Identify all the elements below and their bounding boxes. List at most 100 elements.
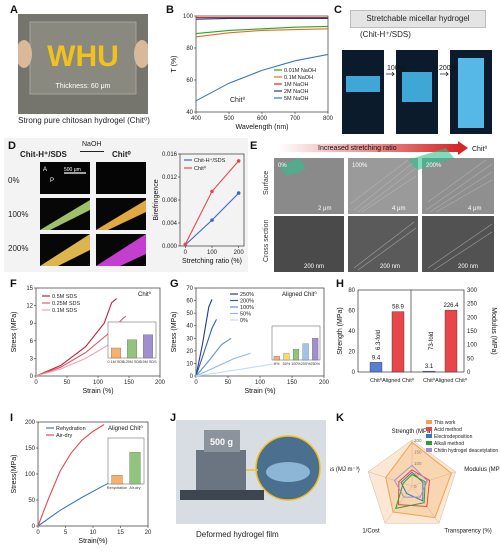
legend-entry-1: Air-dry [56,433,72,439]
radar-legend-entry-1: Acid method [434,427,462,433]
y-right-tick-label-2: 100 [467,343,478,349]
x-tick-label-4: 800 [323,116,334,122]
fold-annotation-1: 73-fold [429,332,435,350]
micellar-stretch-photos: 100% 200% [334,46,500,138]
y-tick-label-1: 3 [30,356,34,362]
chart-tag: Chit⁰ [138,291,152,298]
series-line-0 [195,25,329,35]
y-tick-label-6: 60 [186,299,193,305]
radar-legend-swatch-3 [426,441,432,445]
panel-label-c: C [334,4,342,16]
weight-label: 500 g [210,437,233,447]
x-tick-label-0: 0 [36,530,40,536]
series-line-1 [195,319,217,377]
y-tick-label-3: 0.012 [162,175,178,181]
category-label-0: Chit⁰ [370,377,383,384]
inset-bar-0 [273,356,280,361]
radar-legend-entry-4: Chitin hydrogel deacetylation [434,448,498,454]
data-point [210,218,214,222]
legend-entry-1: 0.1M NaOH [284,75,313,81]
sem-scale-bottom-2: 200 nm [458,264,478,270]
y-tick-label-0: 40 [186,110,193,116]
radar-tick-2: 100 [414,461,422,466]
modulus-value-0: 3.1 [425,364,434,370]
series-line-0 [35,298,117,377]
radar-legend-entry-0: This work [434,420,456,426]
hydrogel-photo-graphic: WHU Thickness: 60 μm [18,14,148,114]
inset-frame [271,325,321,361]
ratio-100-label: 100% [387,65,405,72]
panel-label-i: I [10,412,14,424]
y-right-tick-label-4: 200 [467,315,478,321]
y-axis-label: Stress (MPa) [171,312,178,353]
inset-bar-3 [302,343,309,361]
panel-label-j: J [170,412,177,424]
legend-entry-0: 0.5M SDS [52,294,77,300]
x-tick-label-0: 0 [34,380,38,386]
radar-axis-label-3: 1/Cost [362,528,380,534]
x-tick-label-2: 100 [255,380,266,386]
y-tick-label-4: 200 [25,420,36,426]
y-axis-label: Birefringence [153,179,160,220]
row-label-0: 0% [8,176,20,185]
thickness-text: Thickness: 60 μm [56,83,111,90]
legend-entry-1: 0.25M SDS [52,301,80,307]
y-right-tick-label-3: 150 [467,329,478,335]
legend-entry-4: 0% [240,318,248,324]
radar-series-3 [395,473,426,509]
inset-label-1: 0.25M SDS [122,360,142,364]
y-tick-label-3: 100 [183,14,194,20]
sem-col-0: 0% [278,163,287,169]
strength-bar-1 [391,311,405,373]
data-point [236,159,241,163]
chart-tag: Aligned Chit⁰ [108,425,143,432]
series-line-1 [35,315,127,377]
series-line-2 [195,337,232,377]
inset-bar-4 [312,338,319,361]
legend-entry-1: 200% [240,299,254,305]
x-tick-label-4: 200 [155,380,166,386]
data-point [236,191,241,195]
y-tick-label-7: 70 [186,286,193,292]
panel-label-g: G [170,278,179,290]
panel-label-b: B [166,4,174,16]
x-tick-label-1: 5 [64,530,68,536]
chitosan-hydrogel-photo: WHU Thickness: 60 μm [18,14,148,114]
panel-label-f: F [10,278,17,290]
radar-series-4 [393,464,428,498]
x-tick-label-2: 200 [234,250,245,256]
x-tick-label-2: 10 [90,530,97,536]
y-axis-label: Stress(MPa) [11,455,18,494]
panel-label-d: D [8,140,16,152]
y-axis-label: T (%) [171,56,178,73]
stretch-banner: Increased stretching ratio [318,145,397,152]
radar-legend-swatch-2 [426,434,432,438]
sem-col-200: 200% [426,163,442,169]
y-right-tick-label-0: 0 [467,370,471,376]
inset-label-2: 100% [291,362,301,366]
chart-tag: Aligned Chit⁰ [282,291,317,298]
radar-tick-0: 0 [414,484,417,489]
analyzer-label: A [43,167,47,173]
inset-label-0: Rehydration [107,486,127,490]
legend-entry-0: 250% [240,292,254,298]
deformed-film-photo: 500 g [176,420,326,524]
y-tick-label-0: 0 [190,374,194,380]
y-tick-label-0: 0 [352,370,356,376]
inset-label-1: 50% [283,362,291,366]
sem-images: Increased stretching ratio Chit⁰ Surface… [263,141,494,272]
x-tick-label-3: 150 [124,380,135,386]
y-tick-label-0: 0.000 [162,244,178,250]
y-right-tick-label-1: 50 [467,356,474,362]
category-label-2: Chit⁰ [423,377,436,384]
legend-entry-0: 0.01M NaOH [284,68,316,74]
x-tick-label-1: 500 [224,116,235,122]
series-line-3 [195,17,328,20]
x-tick-label-0: 0 [194,380,198,386]
row-label-100: 100% [8,210,29,219]
y-tick-label-4: 12 [26,304,33,310]
inset-bar-1 [283,353,290,361]
radar-series-1 [397,469,431,507]
polarized-micrographs: A P 500 μm [40,162,146,266]
x-tick-label-0: 0 [184,250,188,256]
